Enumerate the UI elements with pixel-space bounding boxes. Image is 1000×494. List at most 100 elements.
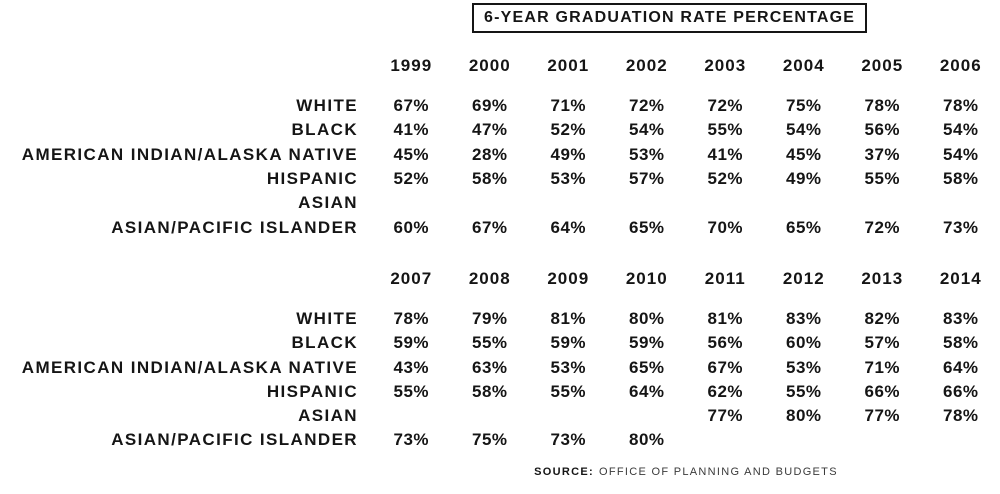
- value-cell: 58%: [471, 381, 508, 401]
- year-header-row: 1999 2000 2001 2002 2003 2004 2005 2006: [0, 54, 1000, 78]
- year-header: 2002: [625, 56, 668, 75]
- value-cell: 70%: [707, 217, 744, 237]
- value-cell: 59%: [393, 333, 430, 353]
- value-cell: 43%: [393, 357, 430, 377]
- row-label: ASIAN/PACIFIC ISLANDER: [111, 217, 358, 237]
- value-cell: 57%: [864, 333, 901, 353]
- table-row: WHITE 67% 69% 71% 72% 72% 75% 78% 78%: [0, 94, 1000, 118]
- value-cell: 81%: [707, 308, 744, 328]
- value-cell: 66%: [942, 381, 979, 401]
- row-label: ASIAN/PACIFIC ISLANDER: [111, 430, 358, 450]
- value-cell: 57%: [628, 169, 665, 189]
- page-title: 6-YEAR GRADUATION RATE PERCENTAGE: [472, 3, 868, 33]
- value-cell: 53%: [785, 357, 822, 377]
- row-label: ASIAN: [298, 406, 358, 426]
- row-label: HISPANIC: [266, 169, 358, 189]
- year-header: 2004: [782, 56, 825, 75]
- title-row: 6-YEAR GRADUATION RATE PERCENTAGE: [0, 0, 1000, 33]
- value-cell: 55%: [864, 169, 901, 189]
- source-label: SOURCE:: [534, 465, 594, 478]
- value-cell: 78%: [942, 96, 979, 116]
- value-cell: 54%: [785, 120, 822, 140]
- table-row: WHITE 78% 79% 81% 80% 81% 83% 82% 83%: [0, 307, 1000, 331]
- table-row: ASIAN: [0, 191, 1000, 215]
- row-label: AMERICAN INDIAN/ALASKA NATIVE: [21, 357, 358, 377]
- year-header: 2010: [625, 268, 668, 288]
- table-row: AMERICAN INDIAN/ALASKA NATIVE 45% 28% 49% 53…: [0, 143, 1000, 167]
- value-cell: 45%: [785, 144, 822, 164]
- table-row: ASIAN 77% 80% 77% 78%: [0, 404, 1000, 428]
- table-section: 1999 2000 2001 2002 2003 2004 2005 2006 WHITE 67%…: [0, 54, 1000, 240]
- value-cell: 65%: [628, 357, 665, 377]
- year-header-row: 2007 2008 2009 2010 2011 2012 2013 2014: [0, 267, 1000, 291]
- source-line: SOURCE: OFFICE OF PLANNING AND BUDGETS: [0, 466, 1000, 478]
- year-header: 2003: [704, 56, 747, 75]
- value-cell: 59%: [550, 333, 587, 353]
- value-cell: 56%: [707, 333, 744, 353]
- value-cell: 58%: [471, 169, 508, 189]
- value-cell: 69%: [471, 96, 508, 116]
- value-cell: 66%: [864, 381, 901, 401]
- table-row: HISPANIC 52% 58% 53% 57% 52% 49% 55% 58%: [0, 167, 1000, 191]
- year-header: 1999: [390, 56, 433, 75]
- value-cell: 54%: [942, 120, 979, 140]
- table-row: BLACK 59% 55% 59% 59% 56% 60% 57% 58%: [0, 331, 1000, 355]
- value-cell: 41%: [393, 120, 430, 140]
- value-cell: 55%: [785, 381, 822, 401]
- year-header: 2011: [704, 268, 746, 288]
- value-cell: 52%: [707, 169, 744, 189]
- value-cell: 49%: [550, 144, 587, 164]
- value-cell: 75%: [471, 430, 508, 450]
- value-cell: 37%: [864, 144, 901, 164]
- value-cell: 54%: [628, 120, 665, 140]
- value-cell: 59%: [628, 333, 665, 353]
- value-cell: 60%: [785, 333, 822, 353]
- value-cell: 77%: [864, 406, 901, 426]
- value-cell: 62%: [707, 381, 744, 401]
- value-cell: 55%: [550, 381, 587, 401]
- value-cell: 73%: [550, 430, 587, 450]
- value-cell: 52%: [393, 169, 430, 189]
- value-cell: 79%: [471, 308, 508, 328]
- value-cell: 64%: [628, 381, 665, 401]
- value-cell: 65%: [628, 217, 665, 237]
- year-header: 2000: [468, 56, 511, 75]
- year-header: 2012: [782, 268, 825, 288]
- value-cell: 67%: [393, 96, 430, 116]
- table-row: BLACK 41% 47% 52% 54% 55% 54% 56% 54%: [0, 118, 1000, 142]
- value-cell: 45%: [393, 144, 430, 164]
- value-cell: 28%: [471, 144, 508, 164]
- value-cell: 71%: [864, 357, 901, 377]
- value-cell: 78%: [393, 308, 430, 328]
- year-header: 2001: [547, 56, 590, 75]
- value-cell: 53%: [628, 144, 665, 164]
- row-label: AMERICAN INDIAN/ALASKA NATIVE: [21, 144, 358, 164]
- value-cell: 73%: [942, 217, 979, 237]
- value-cell: 56%: [864, 120, 901, 140]
- row-label: HISPANIC: [266, 381, 358, 401]
- value-cell: 72%: [864, 217, 901, 237]
- year-header: 2009: [547, 268, 590, 288]
- value-cell: 55%: [393, 381, 430, 401]
- value-cell: 78%: [864, 96, 901, 116]
- value-cell: 77%: [707, 406, 744, 426]
- value-cell: 83%: [785, 308, 822, 328]
- value-cell: 67%: [707, 357, 744, 377]
- value-cell: 55%: [471, 333, 508, 353]
- value-cell: 78%: [942, 406, 979, 426]
- value-cell: 83%: [942, 308, 979, 328]
- value-cell: 53%: [550, 357, 587, 377]
- value-cell: 80%: [628, 308, 665, 328]
- value-cell: 58%: [942, 333, 979, 353]
- value-cell: 53%: [550, 169, 587, 189]
- year-header: 2013: [861, 268, 904, 288]
- value-cell: 67%: [471, 217, 508, 237]
- row-label: WHITE: [296, 96, 358, 116]
- value-cell: 54%: [942, 144, 979, 164]
- value-cell: 47%: [471, 120, 508, 140]
- table-row: HISPANIC 55% 58% 55% 64% 62% 55% 66% 66%: [0, 380, 1000, 404]
- value-cell: 64%: [550, 217, 587, 237]
- value-cell: 75%: [785, 96, 822, 116]
- value-cell: 72%: [707, 96, 744, 116]
- value-cell: 80%: [785, 406, 822, 426]
